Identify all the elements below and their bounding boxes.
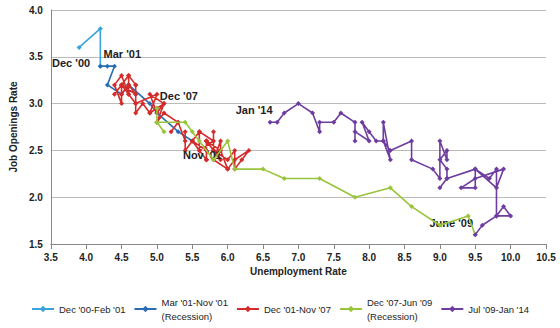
svg-text:Job Openings Rate: Job Openings Rate xyxy=(8,81,19,173)
svg-text:June '09: June '09 xyxy=(429,216,474,229)
svg-text:Dec '01-Nov '07: Dec '01-Nov '07 xyxy=(264,304,331,315)
svg-text:2.5: 2.5 xyxy=(29,145,43,156)
svg-text:8.5: 8.5 xyxy=(398,252,412,263)
svg-text:5.0: 5.0 xyxy=(150,252,164,263)
svg-text:Mar '01-Nov '01: Mar '01-Nov '01 xyxy=(161,297,227,308)
svg-text:6.0: 6.0 xyxy=(221,252,235,263)
svg-text:9.0: 9.0 xyxy=(433,252,447,263)
svg-text:Dec '00: Dec '00 xyxy=(52,57,90,69)
svg-text:10.5: 10.5 xyxy=(536,252,556,263)
svg-text:Mar '01: Mar '01 xyxy=(104,48,141,60)
svg-text:8.0: 8.0 xyxy=(362,252,376,263)
svg-text:Unemployment Rate: Unemployment Rate xyxy=(250,266,347,277)
svg-text:3.5: 3.5 xyxy=(29,51,43,62)
svg-text:(Recession): (Recession) xyxy=(161,311,212,322)
svg-text:9.5: 9.5 xyxy=(468,252,482,263)
svg-text:2.0: 2.0 xyxy=(29,192,43,203)
svg-text:1.5: 1.5 xyxy=(29,239,43,250)
svg-text:4.5: 4.5 xyxy=(115,252,129,263)
svg-text:Jul '09-Jan '14: Jul '09-Jan '14 xyxy=(468,304,529,315)
svg-text:Dec '07: Dec '07 xyxy=(160,90,198,102)
svg-text:7.0: 7.0 xyxy=(291,252,305,263)
svg-text:4.0: 4.0 xyxy=(29,5,43,16)
svg-text:4.0: 4.0 xyxy=(79,252,93,263)
svg-text:10.0: 10.0 xyxy=(501,252,521,263)
svg-text:(Recession): (Recession) xyxy=(367,311,418,322)
svg-text:Dec '07-Jun '09: Dec '07-Jun '09 xyxy=(367,297,432,308)
svg-text:Jan '14: Jan '14 xyxy=(236,104,274,116)
svg-text:3.5: 3.5 xyxy=(44,252,58,263)
svg-text:7.5: 7.5 xyxy=(327,252,341,263)
svg-text:Dec '00-Feb '01: Dec '00-Feb '01 xyxy=(59,304,125,315)
svg-text:6.5: 6.5 xyxy=(256,252,270,263)
svg-text:3.0: 3.0 xyxy=(29,98,43,109)
svg-text:5.5: 5.5 xyxy=(185,252,199,263)
svg-text:Nov '01: Nov '01 xyxy=(183,149,222,161)
